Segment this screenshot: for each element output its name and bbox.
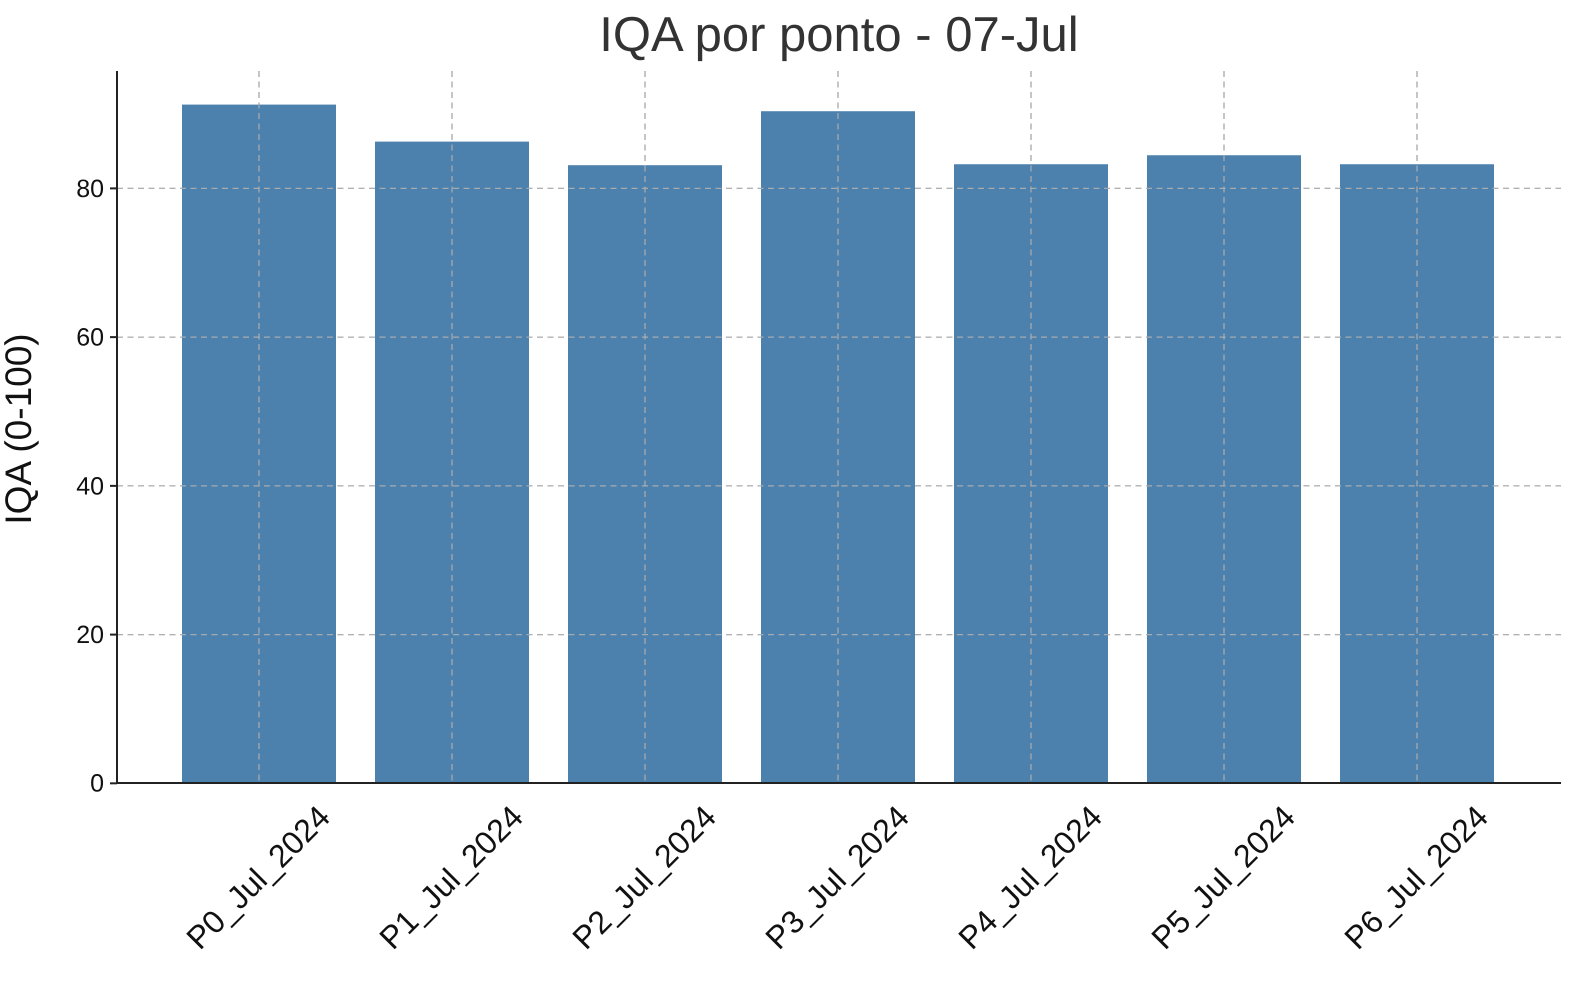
svg-text:40: 40	[76, 472, 104, 500]
svg-text:20: 20	[76, 621, 104, 649]
svg-text:80: 80	[76, 175, 104, 203]
svg-text:IQA (0-100): IQA (0-100)	[0, 333, 39, 524]
svg-text:0: 0	[90, 770, 104, 798]
svg-text:IQA por ponto - 07-Jul: IQA por ponto - 07-Jul	[599, 8, 1078, 62]
svg-text:60: 60	[76, 324, 104, 352]
